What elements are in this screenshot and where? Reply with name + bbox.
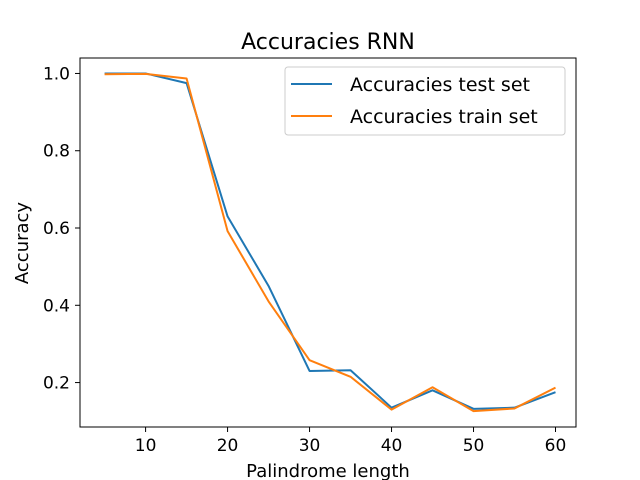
plot-area-frame bbox=[79, 57, 577, 428]
chart-title: Accuracies RNN bbox=[241, 30, 415, 55]
legend-label-train: Accuracies train set bbox=[350, 106, 538, 128]
series-line-test bbox=[104, 72, 556, 410]
x-tick-label: 30 bbox=[299, 436, 321, 456]
series-line-train bbox=[104, 72, 556, 413]
legend-label-test: Accuracies test set bbox=[350, 74, 530, 96]
y-tick-label: 0.2 bbox=[43, 374, 70, 394]
x-axis: 10 20 30 40 50 60 bbox=[135, 427, 567, 456]
x-tick-label: 20 bbox=[217, 436, 239, 456]
x-tick-label: 10 bbox=[135, 436, 157, 456]
y-tick-label: 0.4 bbox=[43, 296, 70, 316]
y-axis: 0.2 0.4 0.6 0.8 1.0 bbox=[43, 64, 80, 394]
y-tick-label: 0.8 bbox=[43, 142, 70, 162]
y-axis-title: Accuracy bbox=[12, 202, 33, 285]
x-tick-label: 60 bbox=[545, 436, 567, 456]
legend-box bbox=[284, 66, 566, 136]
series-lines bbox=[104, 72, 556, 413]
x-tick-label: 50 bbox=[463, 436, 485, 456]
legend: Accuracies test set Accuracies train set bbox=[284, 66, 566, 136]
y-tick-label: 1.0 bbox=[43, 64, 70, 84]
x-axis-title: Palindrome length bbox=[246, 461, 410, 480]
y-tick-label: 0.6 bbox=[43, 219, 70, 239]
x-tick-label: 40 bbox=[381, 436, 403, 456]
